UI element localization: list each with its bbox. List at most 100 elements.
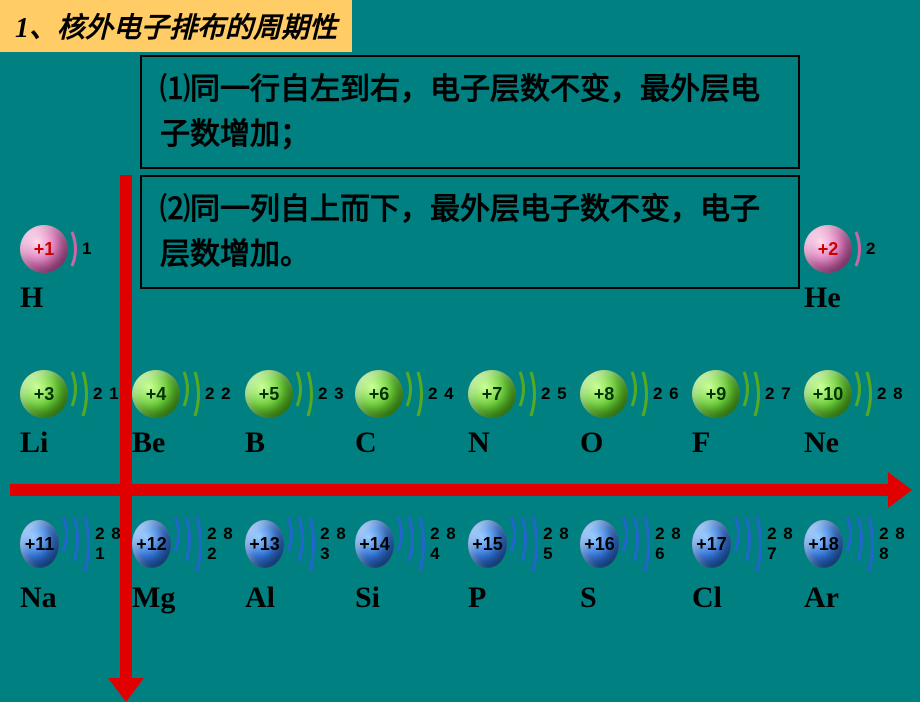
- element-s: +16 2 8 6 S: [580, 515, 690, 615]
- electron-shells: [182, 370, 203, 418]
- shell-arc-icon: [867, 515, 877, 573]
- shell-arc-icon: [632, 515, 642, 573]
- shell-arc-icon: [531, 515, 541, 573]
- element-symbol: Na: [20, 581, 130, 615]
- electron-shells: [70, 230, 80, 268]
- shell-arc-icon: [405, 370, 415, 418]
- shell-arc-icon: [83, 515, 93, 573]
- shell-arc-icon: [520, 515, 530, 573]
- shell-arc-icon: [396, 515, 406, 573]
- electron-shells: [621, 515, 653, 573]
- element-symbol: B: [245, 426, 355, 460]
- element-symbol: He: [804, 281, 914, 315]
- horizontal-arrow: [10, 484, 890, 496]
- element-b: +5 2 3 B: [245, 370, 355, 460]
- element-ne: +10 2 8 Ne: [804, 370, 914, 460]
- element-symbol: Be: [132, 426, 242, 460]
- atom-nucleus: +7: [468, 370, 516, 418]
- element-symbol: Ar: [804, 581, 914, 615]
- shell-arc-icon: [509, 515, 519, 573]
- shell-arc-icon: [182, 370, 192, 418]
- element-al: +13 2 8 3 Al: [245, 515, 355, 615]
- shell-arc-icon: [845, 515, 855, 573]
- element-symbol: Al: [245, 581, 355, 615]
- element-be: +4 2 2 Be: [132, 370, 242, 460]
- electron-config: 2 5: [541, 384, 568, 404]
- element-symbol: Mg: [132, 581, 242, 615]
- shell-arc-icon: [518, 370, 528, 418]
- rule-box-2: ⑵同一列自上而下，最外层电子数不变，电子层数增加。: [140, 175, 800, 289]
- shell-arc-icon: [70, 230, 80, 268]
- element-h: +1 1 H: [20, 225, 130, 315]
- shell-arc-icon: [621, 515, 631, 573]
- electron-config: 2 8 3: [320, 524, 355, 564]
- atom-nucleus: +12: [132, 520, 171, 568]
- electron-config: 2 8 7: [767, 524, 802, 564]
- element-li: +3 2 1 Li: [20, 370, 130, 460]
- atom-nucleus: +9: [692, 370, 740, 418]
- electron-shells: [405, 370, 426, 418]
- shell-arc-icon: [306, 370, 316, 418]
- electron-config: 2 8 6: [655, 524, 690, 564]
- electron-shells: [630, 370, 651, 418]
- element-na: +11 2 8 1 Na: [20, 515, 130, 615]
- atom-nucleus: +1: [20, 225, 68, 273]
- shell-arc-icon: [641, 370, 651, 418]
- electron-config: 2 8 8: [879, 524, 914, 564]
- electron-shells: [286, 515, 318, 573]
- element-mg: +12 2 8 2 Mg: [132, 515, 242, 615]
- electron-config: 2 4: [428, 384, 455, 404]
- atom-nucleus: +14: [355, 520, 394, 568]
- electron-shells: [742, 370, 763, 418]
- electron-shells: [61, 515, 93, 573]
- atom-nucleus: +13: [245, 520, 284, 568]
- electron-config: 2 7: [765, 384, 792, 404]
- element-si: +14 2 8 4 Si: [355, 515, 465, 615]
- electron-config: 2 8: [877, 384, 904, 404]
- atom-nucleus: +6: [355, 370, 403, 418]
- electron-config: 2 6: [653, 384, 680, 404]
- shell-arc-icon: [61, 515, 71, 573]
- atom-nucleus: +16: [580, 520, 619, 568]
- shell-arc-icon: [865, 370, 875, 418]
- element-symbol: Ne: [804, 426, 914, 460]
- shell-arc-icon: [529, 370, 539, 418]
- shell-arc-icon: [81, 370, 91, 418]
- electron-shells: [173, 515, 205, 573]
- shell-arc-icon: [753, 370, 763, 418]
- shell-arc-icon: [308, 515, 318, 573]
- shell-arc-icon: [295, 370, 305, 418]
- element-p: +15 2 8 5 P: [468, 515, 578, 615]
- shell-arc-icon: [195, 515, 205, 573]
- shell-arc-icon: [733, 515, 743, 573]
- rule-box-1: ⑴同一行自左到右，电子层数不变，最外层电子数增加；: [140, 55, 800, 169]
- element-ar: +18 2 8 8 Ar: [804, 515, 914, 615]
- page-title: 1、核外电子排布的周期性: [0, 0, 352, 52]
- electron-shells: [518, 370, 539, 418]
- electron-config: 2 8 1: [95, 524, 130, 564]
- shell-arc-icon: [193, 370, 203, 418]
- atom-nucleus: +5: [245, 370, 293, 418]
- electron-shells: [70, 370, 91, 418]
- electron-config: 2 8 4: [430, 524, 465, 564]
- electron-config: 1: [82, 239, 92, 259]
- element-symbol: Si: [355, 581, 465, 615]
- shell-arc-icon: [854, 370, 864, 418]
- shell-arc-icon: [70, 370, 80, 418]
- shell-arc-icon: [755, 515, 765, 573]
- shell-arc-icon: [297, 515, 307, 573]
- atom-nucleus: +17: [692, 520, 731, 568]
- shell-arc-icon: [854, 230, 864, 268]
- atom-nucleus: +11: [20, 520, 59, 568]
- element-symbol: C: [355, 426, 465, 460]
- element-f: +9 2 7 F: [692, 370, 802, 460]
- element-symbol: O: [580, 426, 690, 460]
- element-o: +8 2 6 O: [580, 370, 690, 460]
- electron-shells: [854, 230, 864, 268]
- atom-nucleus: +18: [804, 520, 843, 568]
- element-symbol: Cl: [692, 581, 802, 615]
- element-cl: +17 2 8 7 Cl: [692, 515, 802, 615]
- element-n: +7 2 5 N: [468, 370, 578, 460]
- element-c: +6 2 4 C: [355, 370, 465, 460]
- shell-arc-icon: [184, 515, 194, 573]
